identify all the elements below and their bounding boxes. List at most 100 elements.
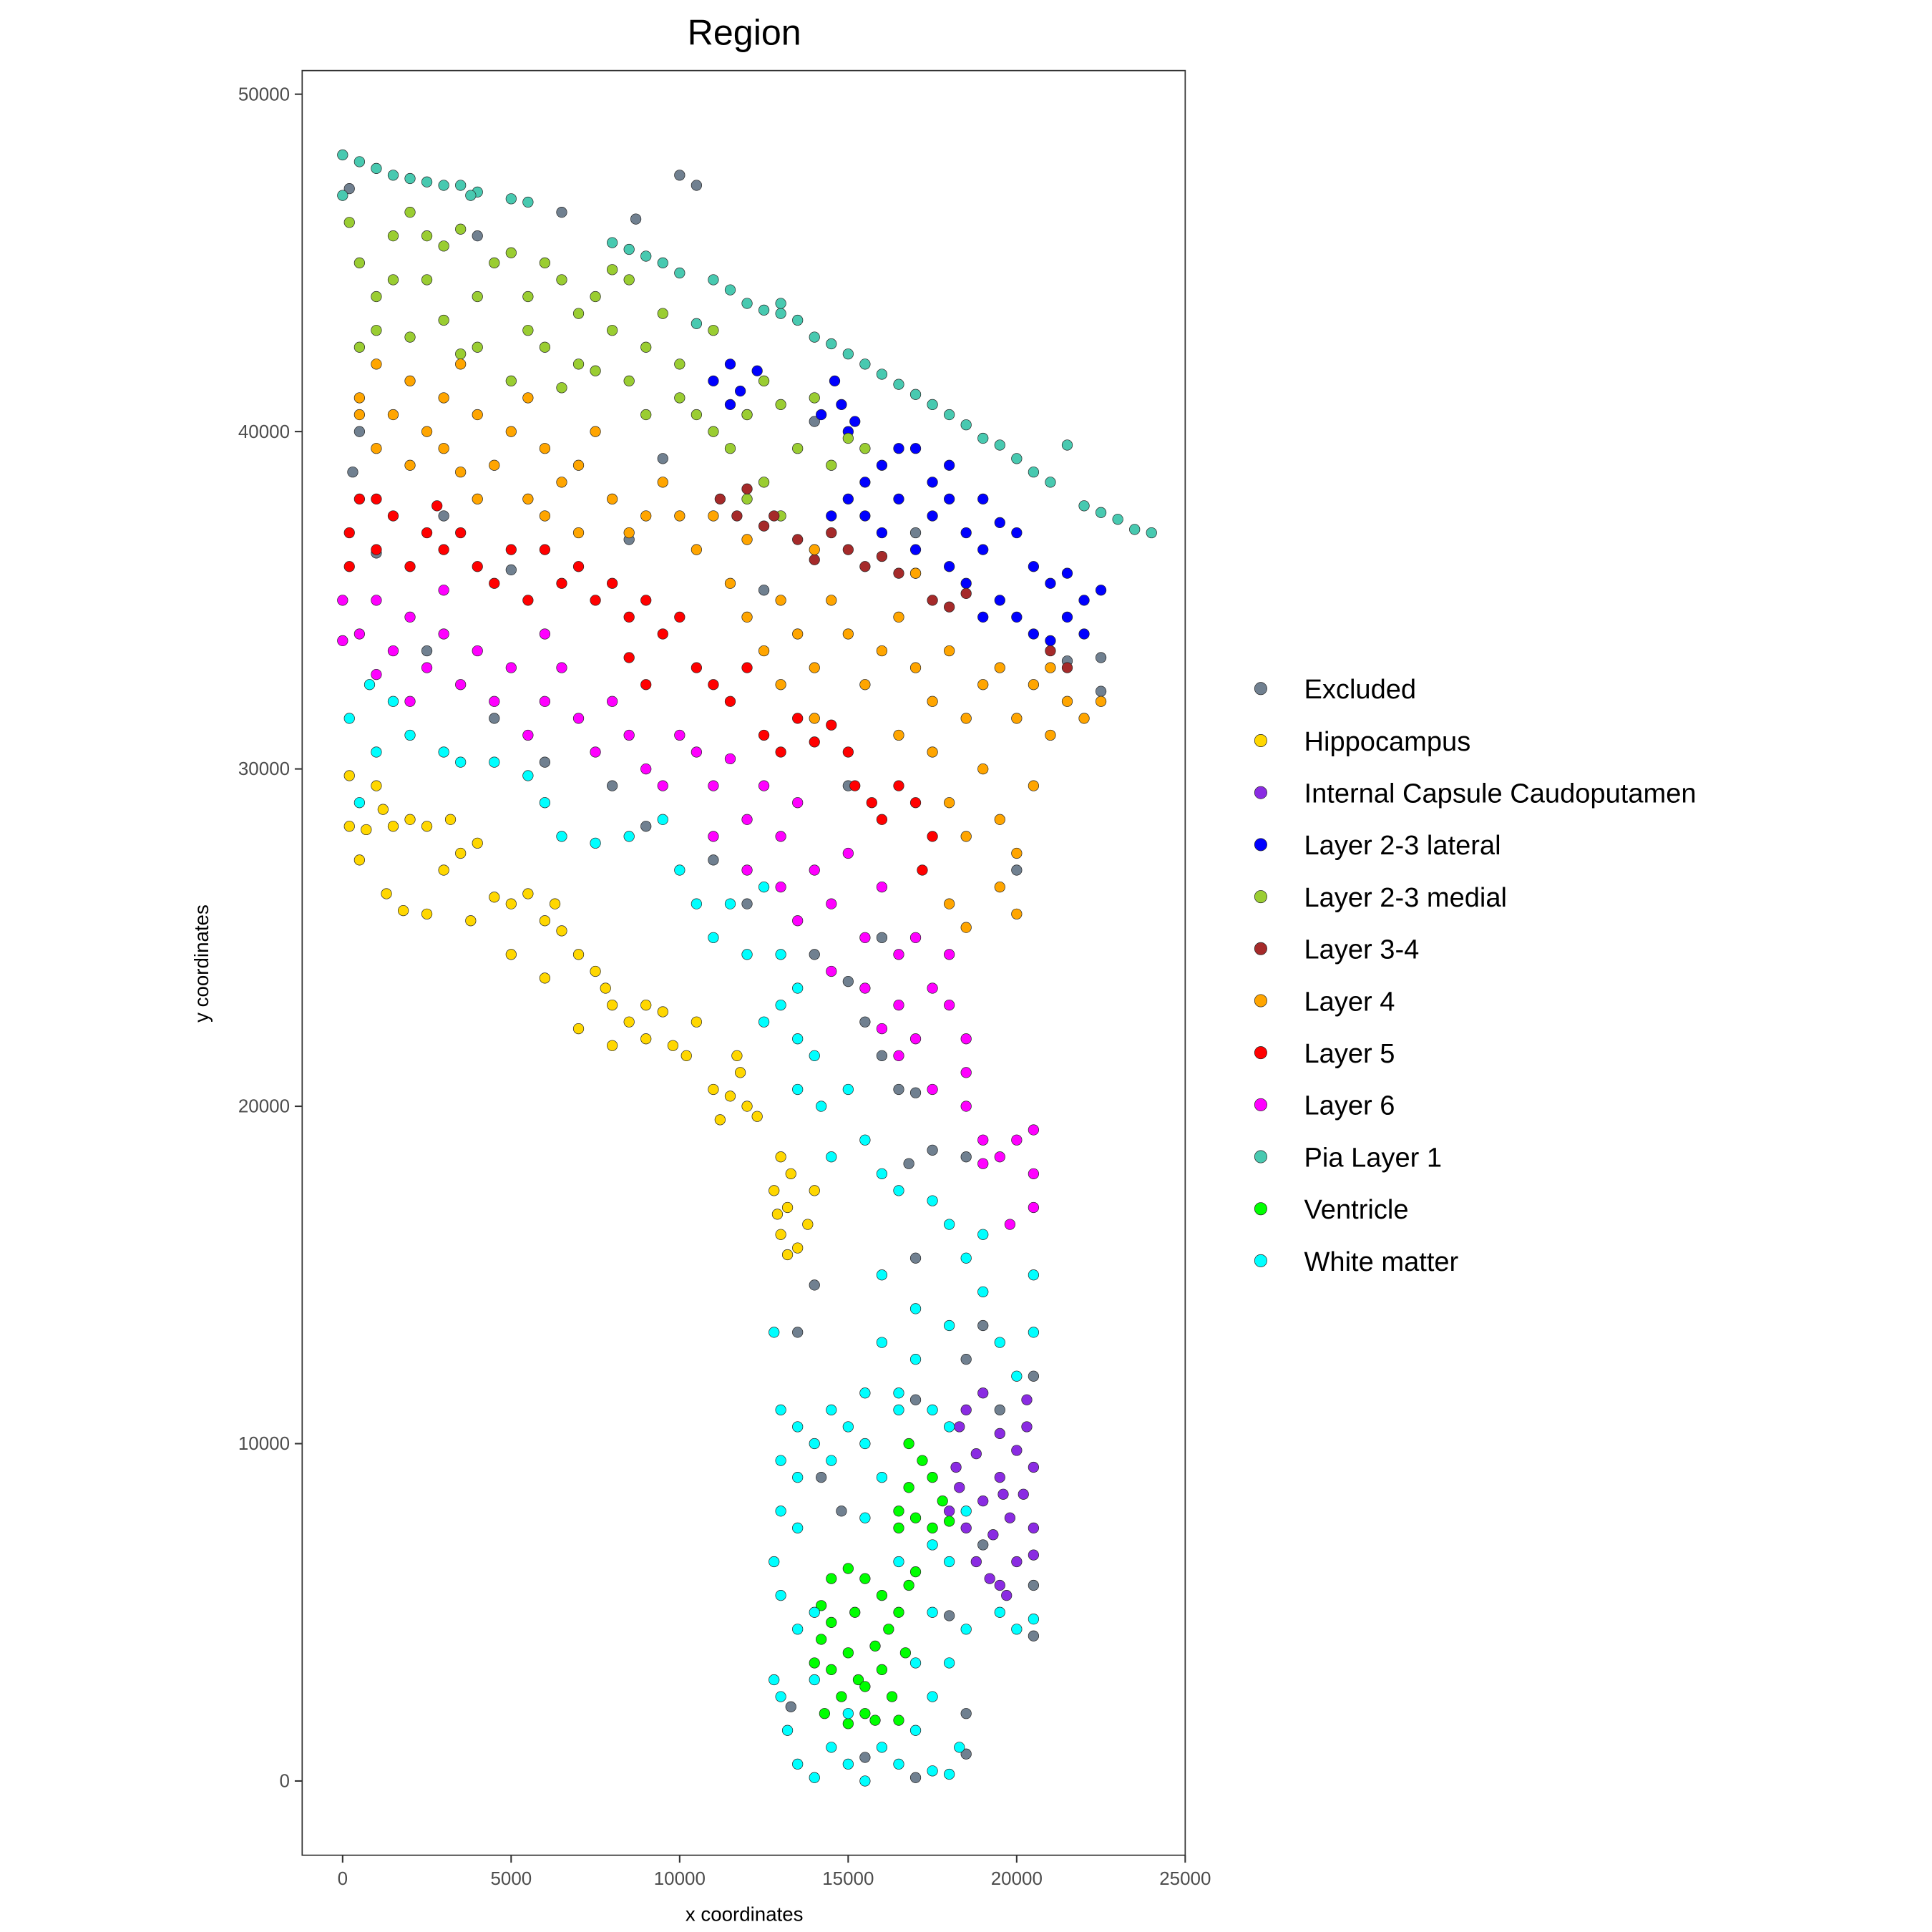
point-pia-layer-1 (775, 308, 786, 319)
point-layer-4 (775, 595, 786, 606)
point-layer-4 (455, 358, 467, 370)
point-ventricle (899, 1647, 912, 1659)
point-excluded (421, 645, 433, 657)
point-layer-5 (724, 696, 736, 707)
point-white-matter (769, 1556, 780, 1568)
point-ventricle (819, 1708, 830, 1719)
point-ventricle (842, 1563, 854, 1574)
point-white-matter (809, 1674, 820, 1686)
point-white-matter (826, 1455, 837, 1466)
point-layer-4 (893, 729, 904, 741)
point-layer-2-3-lateral (977, 493, 989, 505)
point-layer-2-3-medial (724, 443, 736, 454)
point-layer-4 (741, 611, 753, 623)
point-layer-4 (539, 510, 551, 522)
point-ventricle (893, 1506, 904, 1517)
point-layer-2-3-lateral (1045, 577, 1056, 589)
point-layer-4 (708, 510, 719, 522)
point-excluded (909, 1394, 922, 1405)
point-layer-5 (387, 510, 399, 522)
point-layer-6 (758, 780, 770, 791)
point-ventricle (903, 1482, 914, 1493)
point-excluded (657, 453, 668, 464)
legend-key (1254, 1254, 1267, 1267)
point-excluded (909, 1087, 922, 1098)
point-layer-2-3-medial (472, 341, 483, 353)
point-layer-6 (876, 881, 888, 893)
point-layer-5 (691, 662, 703, 673)
y-axis-title: y coordinates (190, 904, 213, 1023)
point-layer-4 (640, 510, 652, 522)
point-layer-6 (657, 780, 668, 791)
point-excluded (792, 1327, 804, 1338)
point-layer-2-3-lateral (1011, 611, 1023, 623)
point-layer-6 (960, 1101, 972, 1112)
point-layer-4 (775, 679, 786, 691)
point-layer-6 (539, 628, 551, 640)
point-hippocampus (809, 1185, 820, 1196)
point-layer-2-3-medial (387, 274, 399, 286)
point-white-matter (954, 1742, 965, 1753)
point-layer-2-3-lateral (876, 527, 888, 539)
y-tick-label: 10000 (238, 1433, 290, 1454)
point-layer-5 (572, 561, 585, 572)
legend-label: Excluded (1304, 675, 1416, 705)
point-hippocampus (600, 982, 611, 994)
point-layer-5 (917, 864, 928, 876)
point-pia-layer-1 (944, 409, 955, 421)
x-tick-label: 0 (338, 1868, 348, 1889)
point-layer-6 (556, 662, 567, 673)
point-layer-6 (927, 982, 938, 994)
legend-label: Layer 2-3 medial (1304, 883, 1507, 913)
point-white-matter (944, 1657, 955, 1669)
point-ventricle (893, 1522, 904, 1533)
point-layer-6 (1004, 1219, 1016, 1230)
point-white-matter (674, 864, 686, 876)
point-excluded (347, 467, 358, 478)
point-white-matter (792, 1083, 804, 1096)
legend-item: Layer 5 (1254, 1039, 1395, 1069)
point-hippocampus (472, 837, 483, 849)
point-layer-2-3-medial (455, 223, 467, 235)
point-pia-layer-1 (657, 257, 668, 269)
point-layer-2-3-medial (741, 409, 753, 421)
point-layer-5 (792, 713, 804, 724)
point-white-matter (859, 1775, 871, 1787)
point-layer-4 (876, 645, 888, 657)
point-ventricle (826, 1664, 837, 1676)
point-layer-6 (842, 847, 854, 859)
point-pia-layer-1 (623, 243, 635, 255)
point-excluded (909, 1252, 922, 1264)
point-white-matter (775, 1691, 786, 1702)
point-layer-4 (1045, 729, 1056, 741)
point-pia-layer-1 (505, 193, 517, 205)
point-layer-5 (371, 493, 382, 505)
point-white-matter (944, 1768, 955, 1780)
point-layer-3-4 (893, 567, 904, 579)
point-layer-2-3-medial (353, 341, 365, 353)
point-layer-6 (960, 1033, 972, 1045)
point-pia-layer-1 (977, 432, 989, 444)
point-internal-capsule-caudoputamen (960, 1522, 972, 1533)
point-excluded (960, 1708, 972, 1719)
point-excluded (353, 426, 365, 437)
point-excluded (472, 230, 483, 242)
point-layer-4 (472, 409, 483, 421)
point-layer-6 (859, 932, 871, 943)
point-pia-layer-1 (842, 348, 854, 360)
point-layer-2-3-medial (489, 257, 500, 269)
point-pia-layer-1 (387, 170, 399, 181)
point-layer-5 (539, 544, 551, 555)
point-hippocampus (741, 1101, 753, 1112)
point-white-matter (859, 1134, 871, 1146)
point-layer-4 (572, 459, 585, 471)
point-hippocampus (465, 915, 477, 927)
point-white-matter (944, 1319, 955, 1332)
point-layer-5 (741, 662, 753, 673)
point-layer-2-3-medial (522, 325, 534, 336)
point-hippocampus (607, 1040, 618, 1051)
y-tick-label: 40000 (238, 421, 290, 442)
point-layer-2-3-medial (556, 274, 567, 286)
point-pia-layer-1 (371, 162, 382, 174)
point-hippocampus (505, 949, 517, 960)
